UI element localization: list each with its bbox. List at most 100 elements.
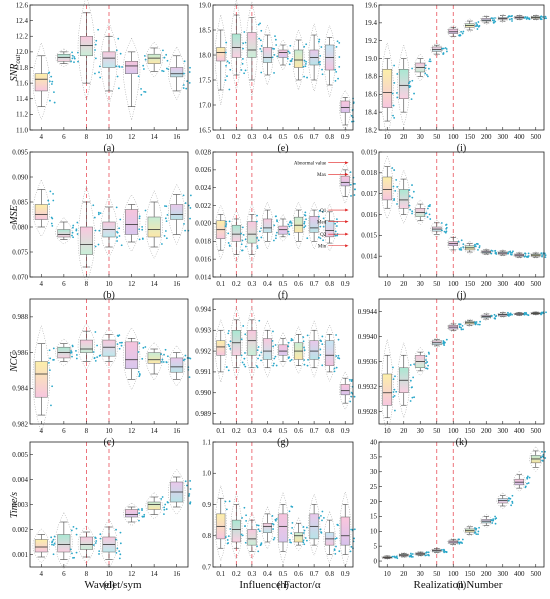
sample-point [226, 60, 229, 63]
x-tick-label: 500 [531, 133, 542, 141]
sample-point [92, 204, 95, 207]
box-iqr [247, 529, 257, 546]
sample-point [287, 50, 290, 53]
sample-point [48, 203, 50, 205]
sample-point [394, 189, 397, 192]
box-iqr [309, 340, 319, 360]
sample-point [115, 538, 118, 541]
box-iqr [170, 67, 184, 78]
box-iqr [481, 18, 492, 22]
sample-point [70, 350, 73, 352]
sample-point [141, 238, 144, 240]
panel-h: 0.7 0.8 0.9 1.0 1.1 0.1 0.2 0.3 0.4 0.5 0.6 0.7 0.8 0… [202, 438, 356, 591]
sample-point [353, 537, 355, 540]
sample-point [349, 400, 352, 403]
sample-point [525, 311, 527, 314]
sample-point [189, 217, 191, 220]
box-iqr [325, 220, 335, 238]
sample-point [258, 354, 261, 357]
sample-point [96, 356, 99, 359]
sample-point [494, 518, 497, 520]
sample-point [409, 400, 412, 402]
panel-label: (j) [457, 290, 466, 301]
sample-point [116, 547, 119, 550]
sample-point [425, 367, 428, 370]
sample-point [508, 18, 511, 21]
sample-point [166, 214, 169, 216]
sample-point [286, 57, 289, 60]
sample-point [256, 349, 259, 352]
y-tick-label: 0.8 [202, 532, 211, 540]
sample-point [458, 323, 461, 326]
sample-point [256, 214, 258, 217]
sample-point [119, 341, 121, 344]
box-iqr [262, 338, 272, 360]
xlabel-influence-factor: Influence Factor/α [239, 579, 320, 591]
sample-point [142, 68, 145, 70]
box-iqr [382, 176, 393, 201]
y-tick-label: 0.070 [12, 273, 28, 281]
sample-point [290, 505, 293, 508]
sample-point [477, 533, 479, 536]
panel-i: 18.2 18.4 18.6 18.8 19.0 19.2 19.4 19.6 10 20 30 50… [365, 1, 548, 154]
distribution-outline [277, 492, 289, 564]
sample-point [287, 223, 290, 226]
sample-point [319, 237, 322, 240]
x-tick-label: 0.9 [341, 133, 350, 141]
sample-point [396, 96, 399, 99]
sample-point [163, 353, 165, 356]
sample-point [245, 519, 248, 522]
sample-point [274, 344, 277, 346]
sample-point [396, 557, 399, 560]
sample-point [509, 251, 512, 254]
sample-point [410, 386, 413, 389]
x-tick-label: 30 [417, 280, 425, 288]
sample-point [48, 80, 51, 83]
y-tick-label: 0.986 [12, 349, 28, 357]
distribution-outline [32, 325, 50, 434]
sample-point [273, 357, 276, 360]
distribution-outline [529, 446, 543, 472]
x-tick-label: 100 [448, 570, 459, 578]
distribution-outline [230, 0, 243, 91]
y-tick-label: 20 [370, 498, 378, 506]
distribution-outline [77, 0, 95, 101]
x-tick-label: 100 [448, 133, 459, 141]
sample-point [476, 23, 478, 26]
sample-point [411, 184, 413, 186]
x-tick-label: 150 [465, 280, 476, 288]
y-tick-label: 0.016 [195, 255, 211, 263]
sample-point [337, 524, 339, 527]
sample-point [322, 217, 325, 220]
distribution-outline [446, 322, 460, 333]
sample-point [333, 370, 336, 373]
sample-point [47, 199, 50, 202]
sample-point [490, 252, 493, 255]
sample-point [511, 18, 513, 20]
sample-point [350, 195, 352, 197]
x-tick-label: 100 [448, 427, 459, 435]
distribution-outline [430, 337, 444, 348]
sample-point [182, 87, 185, 89]
sample-point [75, 527, 78, 530]
sample-point [457, 240, 460, 243]
sample-point [287, 341, 290, 344]
sample-point [53, 535, 56, 538]
sample-point [413, 92, 415, 95]
sample-point [69, 351, 72, 354]
sample-point [511, 313, 513, 316]
sample-point [334, 68, 337, 71]
sample-point [143, 513, 146, 516]
x-tick-label: 400 [514, 280, 525, 288]
distribution-outline [397, 552, 411, 559]
sample-point [395, 179, 398, 181]
sample-point [77, 51, 79, 54]
sample-point [495, 251, 497, 254]
sample-point [189, 66, 191, 69]
sample-point [321, 68, 323, 71]
y-tick-label: 0.982 [12, 420, 28, 428]
sample-point [227, 329, 230, 332]
sample-point [275, 234, 277, 237]
sample-point [507, 311, 509, 314]
sample-point [95, 540, 98, 542]
